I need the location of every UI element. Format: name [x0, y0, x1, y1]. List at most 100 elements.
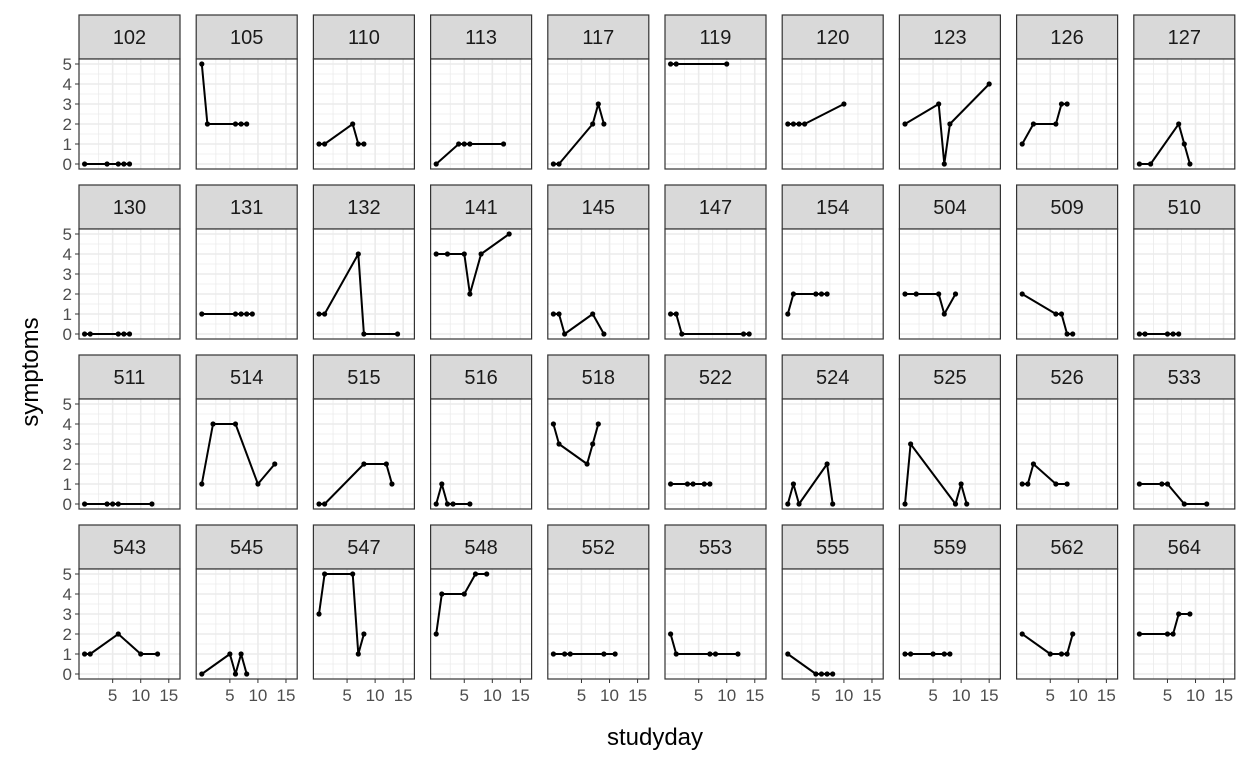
data-point: [830, 671, 836, 677]
facet-panel: 515: [312, 354, 415, 510]
data-point: [785, 311, 791, 317]
y-tick-label: 5: [63, 55, 72, 74]
data-point: [952, 501, 959, 507]
x-tick-label: 5: [1163, 686, 1172, 705]
panel-border: [547, 398, 650, 510]
data-point: [316, 501, 322, 507]
panel-grid: [547, 569, 649, 679]
data-point: [149, 501, 155, 507]
data-point: [355, 141, 361, 147]
y-tick-label: 1: [63, 475, 72, 494]
data-point: [813, 671, 819, 677]
data-point: [87, 331, 93, 337]
data-point: [433, 631, 439, 637]
facet-strip: [430, 354, 533, 400]
data-point: [746, 331, 752, 337]
data-point: [199, 671, 205, 677]
facet-label: 510: [1168, 197, 1201, 219]
panel-grid: [313, 399, 415, 509]
facet-label: 154: [816, 197, 849, 219]
data-point: [813, 291, 819, 297]
panel-border: [664, 568, 767, 680]
data-point: [478, 251, 484, 257]
data-point: [1058, 311, 1065, 317]
data-point: [601, 331, 607, 337]
facet-panel: 553 5 10 15: [664, 524, 767, 705]
data-point: [947, 651, 953, 657]
facet-label: 518: [582, 367, 615, 389]
panel-border: [547, 58, 650, 170]
data-point: [595, 101, 601, 107]
facet-label: 543: [113, 537, 146, 559]
data-point: [433, 161, 439, 167]
panel-border: [898, 568, 1002, 680]
y-axis-title: symptoms: [17, 317, 44, 426]
data-point: [355, 651, 361, 657]
panel-grid: [79, 569, 180, 679]
data-point: [126, 161, 133, 167]
facet-strip: [195, 14, 298, 60]
data-point: [1148, 161, 1154, 167]
facet-panel: 526: [1015, 354, 1119, 510]
data-point: [316, 611, 322, 617]
data-point: [936, 291, 942, 297]
data-point: [121, 161, 127, 167]
data-point: [1064, 651, 1070, 657]
data-point: [601, 651, 607, 657]
data-point: [830, 501, 836, 507]
facet-strip: [1133, 524, 1236, 570]
data-point: [712, 651, 719, 657]
x-tick-label: 5: [1046, 686, 1055, 705]
facet-strip: [781, 524, 884, 570]
data-point: [1164, 331, 1171, 337]
panel-grid: [1016, 59, 1118, 169]
facet-strip: [312, 184, 415, 230]
facet-label: 555: [816, 537, 849, 559]
data-point: [272, 461, 278, 467]
data-point: [467, 291, 473, 297]
facet-strip: [664, 184, 767, 230]
data-point: [562, 651, 568, 657]
y-tick-label: 1: [63, 135, 72, 154]
data-point: [785, 121, 791, 127]
facet-strip: [898, 524, 1002, 570]
data-point: [908, 441, 914, 447]
data-point: [450, 501, 456, 507]
y-tick-label: 5: [63, 565, 72, 584]
data-point: [210, 421, 216, 427]
data-point: [82, 651, 88, 657]
panel-grid: [196, 59, 298, 169]
data-point: [902, 651, 908, 657]
data-point: [115, 331, 121, 337]
x-tick-label: 15: [1214, 686, 1233, 705]
y-tick-label: 4: [63, 75, 72, 94]
panel-border: [898, 228, 1002, 340]
facet-strip: [312, 524, 415, 570]
data-point: [550, 311, 557, 317]
facet-label: 145: [582, 197, 615, 219]
data-point: [785, 651, 791, 657]
panel-border: [781, 228, 884, 340]
data-point: [601, 121, 607, 127]
facet-label: 559: [933, 537, 966, 559]
data-point: [958, 481, 964, 487]
facet-label: 545: [230, 537, 263, 559]
data-point: [1053, 481, 1059, 487]
panel-grid: [665, 569, 766, 679]
facet-label: 514: [230, 367, 263, 389]
facet-label: 110: [348, 27, 380, 49]
facet-strip: [195, 354, 298, 400]
facet-panel: 123: [898, 14, 1002, 170]
data-point: [930, 651, 936, 657]
data-point: [952, 291, 959, 297]
data-point: [121, 331, 127, 337]
data-point: [707, 481, 713, 487]
data-point: [673, 651, 679, 657]
data-point: [322, 311, 328, 317]
panel-border: [898, 398, 1002, 510]
data-point: [1142, 331, 1148, 337]
data-point: [244, 121, 250, 127]
data-point: [115, 501, 121, 507]
facet-strip: [1133, 14, 1236, 60]
facet-panel: 105: [195, 14, 298, 170]
